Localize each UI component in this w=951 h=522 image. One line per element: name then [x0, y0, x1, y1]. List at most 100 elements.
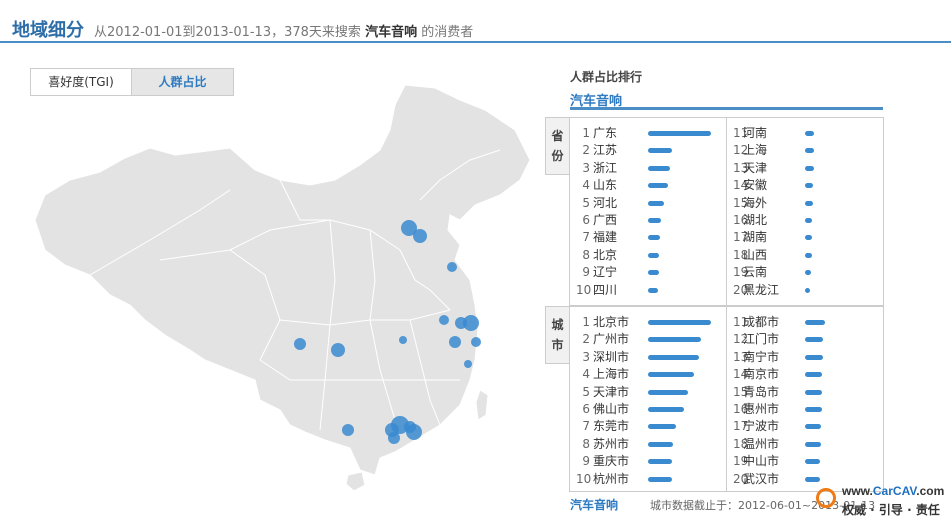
- tab-province[interactable]: 省份: [545, 117, 569, 175]
- province-row[interactable]: 6 广西: [576, 212, 722, 229]
- city-rank: 1: [582, 315, 590, 329]
- province-name: 河南: [743, 126, 768, 140]
- city-row[interactable]: 1 北京市: [576, 314, 722, 331]
- province-border: [259, 359, 460, 381]
- tab-city[interactable]: 城市: [545, 306, 569, 364]
- province-name: 上海: [743, 143, 768, 158]
- province-row[interactable]: 13 天津: [733, 160, 879, 177]
- city-share-bar: [648, 372, 694, 378]
- province-name: 海外: [743, 195, 768, 210]
- province-rank: 5: [582, 195, 590, 210]
- footer-term: 汽车音响: [570, 498, 619, 512]
- province-row[interactable]: 14 安徽: [733, 177, 879, 194]
- province-row[interactable]: 9 辽宁: [576, 264, 722, 281]
- province-share-bar: [805, 218, 812, 223]
- city-rank: 10: [576, 471, 592, 486]
- province-row[interactable]: 3 浙江: [576, 160, 722, 177]
- city-row[interactable]: 6 佛山市: [576, 401, 722, 418]
- city-row[interactable]: 5 天津市: [576, 384, 722, 401]
- bubble-nanning[interactable]: [342, 424, 354, 436]
- city-row[interactable]: 10 杭州市: [576, 471, 722, 488]
- province-row[interactable]: 5 河北: [576, 195, 722, 212]
- province-row[interactable]: 20 黑龙江: [733, 282, 879, 299]
- tab-population-share[interactable]: 人群占比: [131, 69, 233, 95]
- province-rank: 3: [582, 160, 590, 175]
- province-row[interactable]: 16 湖北: [733, 212, 879, 229]
- city-row[interactable]: 11 成都市: [733, 314, 879, 331]
- bubble-wenzhou[interactable]: [464, 360, 472, 368]
- city-ranking-panel: 1 北京市 2 广州市 3 深圳市 4 上海市 5 天津市 6 佛山市 7 东莞市 8 苏州市 9 重庆市 10 杭州…: [569, 306, 884, 492]
- city-name: 北京市: [593, 315, 630, 329]
- bubble-hangzhou[interactable]: [449, 336, 461, 348]
- city-row[interactable]: 8 苏州市: [576, 436, 722, 453]
- province-name: 山西: [743, 247, 768, 262]
- province-row[interactable]: 17 湖南: [733, 229, 879, 246]
- city-row[interactable]: 20 武汉市: [733, 471, 879, 488]
- bubble-wuhan[interactable]: [399, 336, 407, 344]
- page-header: 地域细分 从2012-01-01到2013-01-13，378天来搜索 汽车音响…: [0, 0, 951, 43]
- province-row[interactable]: 7 福建: [576, 229, 722, 246]
- bubble-shanghai[interactable]: [463, 315, 479, 331]
- desc-prefix: 从2012-01-01到2013-01-13，378天来搜索: [94, 25, 361, 40]
- search-keyword: 汽车音响: [365, 25, 418, 40]
- city-row[interactable]: 12 江门市: [733, 331, 879, 348]
- province-border: [399, 249, 451, 311]
- province-row[interactable]: 12 上海: [733, 142, 879, 159]
- province-row[interactable]: 8 北京: [576, 247, 722, 264]
- city-row[interactable]: 7 东莞市: [576, 418, 722, 435]
- city-row[interactable]: 9 重庆市: [576, 453, 722, 470]
- province-row[interactable]: 2 江苏: [576, 142, 722, 159]
- header-divider: [0, 41, 951, 43]
- bubble-beijing[interactable]: [401, 220, 417, 236]
- city-rank: 12: [733, 332, 749, 347]
- province-row[interactable]: 11 河南: [733, 125, 879, 142]
- province-row[interactable]: 1 广东: [576, 125, 722, 142]
- city-row[interactable]: 18 温州市: [733, 436, 879, 453]
- bubble-nanjing[interactable]: [439, 315, 449, 325]
- city-rank: 17: [733, 419, 749, 434]
- province-rank: 16: [733, 213, 749, 227]
- city-row[interactable]: 17 宁波市: [733, 418, 879, 435]
- province-row[interactable]: 4 山东: [576, 177, 722, 194]
- city-share-bar: [648, 424, 676, 430]
- province-name: 天津: [743, 160, 768, 175]
- city-row[interactable]: 3 深圳市: [576, 349, 722, 366]
- city-name: 温州市: [743, 436, 780, 451]
- province-rank: 11: [733, 126, 749, 140]
- city-row[interactable]: 4 上海市: [576, 366, 722, 383]
- tab-tgi[interactable]: 喜好度(TGI): [48, 75, 114, 89]
- province-row[interactable]: 10 四川: [576, 282, 722, 299]
- province-row[interactable]: 15 海外: [733, 195, 879, 212]
- bubble-chengdu[interactable]: [294, 338, 306, 350]
- province-row[interactable]: 18 山西: [733, 247, 879, 264]
- province-name: 江苏: [593, 143, 618, 158]
- city-share-bar: [805, 407, 822, 412]
- province-share-bar: [805, 287, 810, 293]
- bubble-layer: [294, 220, 481, 444]
- province-share-bar: [805, 165, 814, 171]
- city-name: 佛山市: [593, 402, 630, 416]
- city-row[interactable]: 13 南宁市: [733, 349, 879, 366]
- province-share-bar: [648, 252, 659, 258]
- province-share-bar: [648, 218, 661, 223]
- bubble-chongqing[interactable]: [331, 343, 345, 357]
- bubble-ningbo[interactable]: [471, 337, 481, 347]
- city-row[interactable]: 15 青岛市: [733, 384, 879, 401]
- province-name: 浙江: [593, 160, 618, 175]
- city-name: 重庆市: [593, 454, 630, 469]
- city-rank: 20: [733, 471, 749, 486]
- city-row[interactable]: 2 广州市: [576, 331, 722, 348]
- bubble-qingdao[interactable]: [447, 262, 457, 272]
- city-share-bar: [648, 459, 672, 465]
- bubble-zhongshan[interactable]: [388, 432, 400, 444]
- city-row[interactable]: 19 中山市: [733, 453, 879, 470]
- hainan-island: [345, 471, 366, 492]
- province-name: 广西: [593, 213, 618, 227]
- province-rank: 17: [733, 230, 749, 245]
- province-row[interactable]: 19 云南: [733, 264, 879, 281]
- ranking-divider: [570, 107, 883, 110]
- bubble-shenzhen[interactable]: [406, 424, 422, 440]
- city-row[interactable]: 14 南京市: [733, 366, 879, 383]
- city-row[interactable]: 16 惠州市: [733, 401, 879, 418]
- bubble-tianjin[interactable]: [413, 229, 427, 243]
